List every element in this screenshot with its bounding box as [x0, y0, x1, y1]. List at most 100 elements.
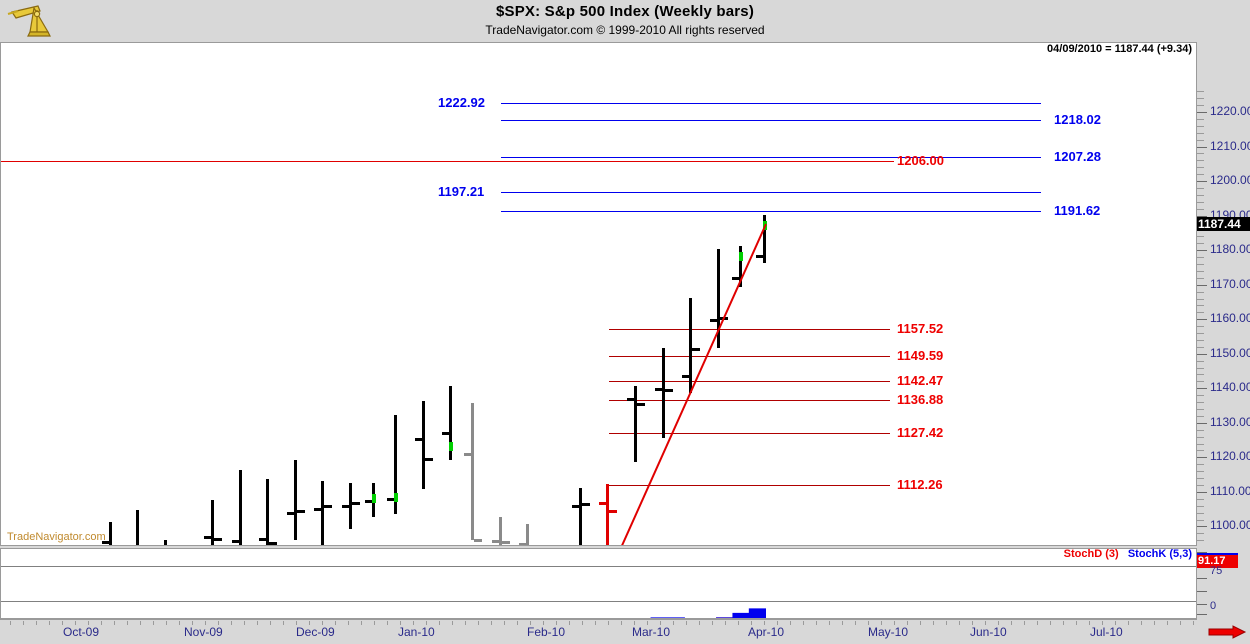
time-tick — [1089, 621, 1090, 625]
time-tick — [556, 621, 557, 625]
time-tick — [946, 621, 947, 625]
watermark: TradeNavigator.com — [7, 531, 106, 543]
time-tick — [1024, 621, 1025, 625]
price-tick — [1197, 333, 1204, 334]
price-tick — [1197, 506, 1204, 507]
price-tick — [1197, 361, 1204, 362]
time-axis-label: Mar-10 — [632, 625, 670, 639]
price-tick — [1197, 423, 1207, 424]
time-tick — [855, 621, 856, 625]
time-tick — [647, 621, 648, 625]
right-arrow-icon[interactable] — [1207, 625, 1247, 639]
stochastic-curves — [1, 549, 1196, 618]
stochastic-axis[interactable]: 91.17 75 0 — [1197, 548, 1250, 619]
price-tick — [1197, 278, 1204, 279]
price-tick — [1197, 319, 1207, 320]
price-tick — [1197, 437, 1204, 438]
price-tick — [1197, 374, 1204, 375]
stochastic-panel[interactable]: StochD (3) StochK (5,3) — [0, 548, 1197, 619]
time-axis-label: Jun-10 — [970, 625, 1007, 639]
time-tick — [1180, 621, 1181, 625]
stochastic-legend: StochD (3) StochK (5,3) — [1064, 549, 1192, 560]
price-tick — [1197, 216, 1207, 217]
price-tick — [1197, 457, 1207, 458]
price-tick — [1197, 540, 1204, 541]
time-tick — [842, 621, 843, 625]
time-tick — [244, 621, 245, 625]
price-tick — [1197, 381, 1204, 382]
time-tick — [348, 621, 349, 625]
trendline-overlay — [1, 43, 1196, 545]
price-tick — [1197, 402, 1204, 403]
price-tick — [1197, 188, 1204, 189]
time-tick — [751, 621, 752, 625]
price-tick — [1197, 347, 1204, 348]
price-tick — [1197, 430, 1204, 431]
time-tick — [530, 621, 531, 625]
price-tick — [1197, 416, 1204, 417]
time-tick — [595, 621, 596, 625]
stochastic-plot-area[interactable]: StochD (3) StochK (5,3) — [1, 549, 1196, 618]
time-tick — [517, 621, 518, 625]
price-tick — [1197, 388, 1207, 389]
time-tick — [218, 621, 219, 625]
price-tick — [1197, 181, 1207, 182]
window-header: $SPX: S&p 500 Index (Weekly bars) TradeN… — [0, 0, 1250, 42]
time-tick — [439, 621, 440, 625]
time-tick — [686, 621, 687, 625]
copyright-subtitle: TradeNavigator.com © 1999-2010 All right… — [0, 23, 1250, 37]
time-tick — [569, 621, 570, 625]
time-tick — [1076, 621, 1077, 625]
time-tick — [1115, 621, 1116, 625]
time-axis-label: Nov-09 — [184, 625, 223, 639]
time-tick — [712, 621, 713, 625]
price-tick — [1197, 368, 1204, 369]
price-tick — [1197, 167, 1204, 168]
price-tick — [1197, 340, 1204, 341]
time-tick — [62, 621, 63, 625]
time-tick — [907, 621, 908, 625]
time-tick — [296, 621, 297, 625]
price-tick — [1197, 299, 1204, 300]
time-tick — [478, 621, 479, 625]
time-tick — [621, 621, 622, 625]
time-tick — [387, 621, 388, 625]
time-tick — [998, 621, 999, 625]
time-axis-label: Oct-09 — [63, 625, 99, 639]
time-tick — [491, 621, 492, 625]
time-tick — [582, 621, 583, 625]
price-tick — [1197, 91, 1204, 92]
time-tick — [426, 621, 427, 625]
price-tick — [1197, 174, 1204, 175]
price-axis-label: 1110.00 — [1210, 484, 1250, 498]
price-axis-label: 1180.00 — [1210, 242, 1250, 256]
time-tick — [465, 621, 466, 625]
time-tick — [1063, 621, 1064, 625]
price-tick — [1197, 326, 1204, 327]
price-tick — [1197, 112, 1207, 113]
time-tick — [738, 621, 739, 625]
time-axis-label: Feb-10 — [527, 625, 565, 639]
time-tick — [192, 621, 193, 625]
time-tick — [1128, 621, 1129, 625]
time-axis-label: Jul-10 — [1090, 625, 1123, 639]
time-tick — [933, 621, 934, 625]
time-tick — [673, 621, 674, 625]
time-tick — [413, 621, 414, 625]
price-tick — [1197, 354, 1207, 355]
time-tick — [10, 621, 11, 625]
time-tick — [309, 621, 310, 625]
price-tick — [1197, 533, 1204, 534]
price-tick — [1197, 499, 1204, 500]
time-axis-label: Dec-09 — [296, 625, 335, 639]
stochastic-axis-label-0: 0 — [1210, 600, 1216, 612]
time-tick — [322, 621, 323, 625]
time-axis-label: Jan-10 — [398, 625, 435, 639]
price-tick — [1197, 147, 1207, 148]
stochastic-tick — [1197, 604, 1207, 605]
